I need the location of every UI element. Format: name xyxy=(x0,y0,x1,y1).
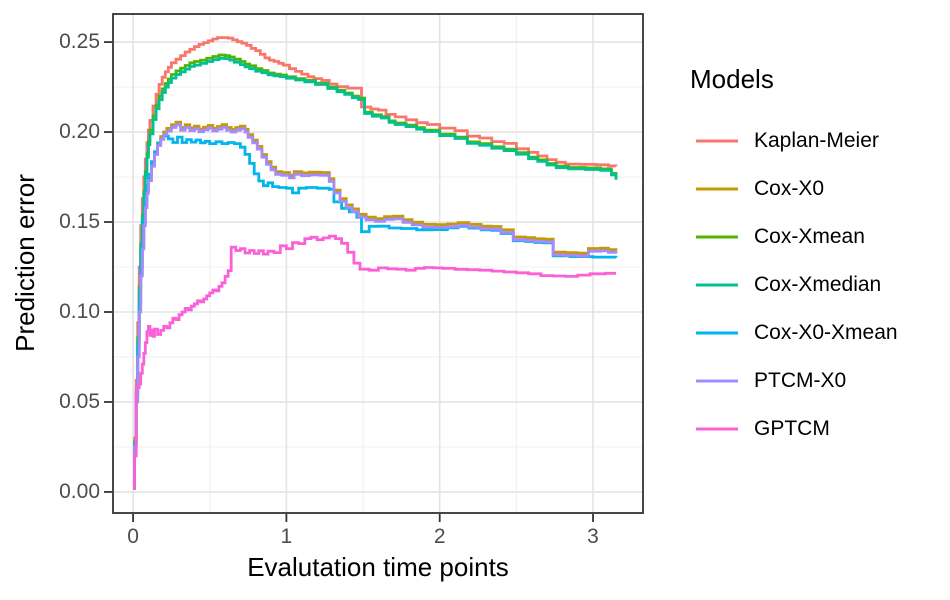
legend-item-cox-x0: Cox-X0 xyxy=(690,165,945,213)
y-tick-label: 0.15 xyxy=(59,210,100,234)
legend-item-ptcm-x0: PTCM-X0 xyxy=(690,357,945,405)
y-tick-label: 0.10 xyxy=(59,299,100,323)
legend-key-line xyxy=(696,234,738,240)
x-tick-label: 0 xyxy=(127,525,139,548)
legend-item-cox-xmedian: Cox-Xmedian xyxy=(690,261,945,309)
legend-item-label: PTCM-X0 xyxy=(754,369,847,392)
x-axis-title: Evalutation time points xyxy=(247,552,509,582)
legend-item-label: GPTCM xyxy=(754,417,830,440)
legend-item-gptcm: GPTCM xyxy=(690,405,945,453)
series-line-cox-xmedian xyxy=(133,56,618,490)
legend: Models Kaplan-Meier Cox-X0 Cox-Xmean Cox-Xm… xyxy=(690,64,945,453)
legend-key-line xyxy=(696,330,738,336)
panel-border xyxy=(112,13,644,514)
legend-item-label: Kaplan-Meier xyxy=(754,129,879,152)
legend-item-label: Cox-X0 xyxy=(754,177,825,200)
series-line-gptcm xyxy=(133,234,616,490)
y-tick-label: 0.05 xyxy=(59,389,100,413)
legend-item-kaplan-meier: Kaplan-Meier xyxy=(690,117,945,165)
legend-item-label: Cox-Xmedian xyxy=(754,273,882,296)
legend-key-line xyxy=(696,426,738,432)
y-tick-label: 0.00 xyxy=(59,479,100,503)
legend-item-label: Cox-X0-Xmean xyxy=(754,321,898,344)
panel-background xyxy=(113,14,643,513)
x-tick-label: 3 xyxy=(587,525,599,548)
legend-key-line xyxy=(696,378,738,384)
x-tick-label: 1 xyxy=(280,525,293,548)
legend-item-cox-xmean: Cox-Xmean xyxy=(690,213,945,261)
legend-items: Kaplan-Meier Cox-X0 Cox-Xmean Cox-Xmedian Co… xyxy=(690,117,945,453)
y-tick-label: 0.20 xyxy=(59,120,100,144)
legend-key-line xyxy=(696,138,738,144)
legend-key-line xyxy=(696,186,738,192)
legend-item-cox-x0-xmean: Cox-X0-Xmean xyxy=(690,309,945,357)
legend-title: Models xyxy=(690,64,774,94)
y-tick-label: 0.25 xyxy=(59,30,100,54)
x-tick-label: 2 xyxy=(433,525,446,548)
series-line-ptcm-x0 xyxy=(133,123,618,490)
y-axis-title: Prediction error xyxy=(10,174,40,352)
legend-key-line xyxy=(696,282,738,288)
legend-item-label: Cox-Xmean xyxy=(754,225,865,248)
